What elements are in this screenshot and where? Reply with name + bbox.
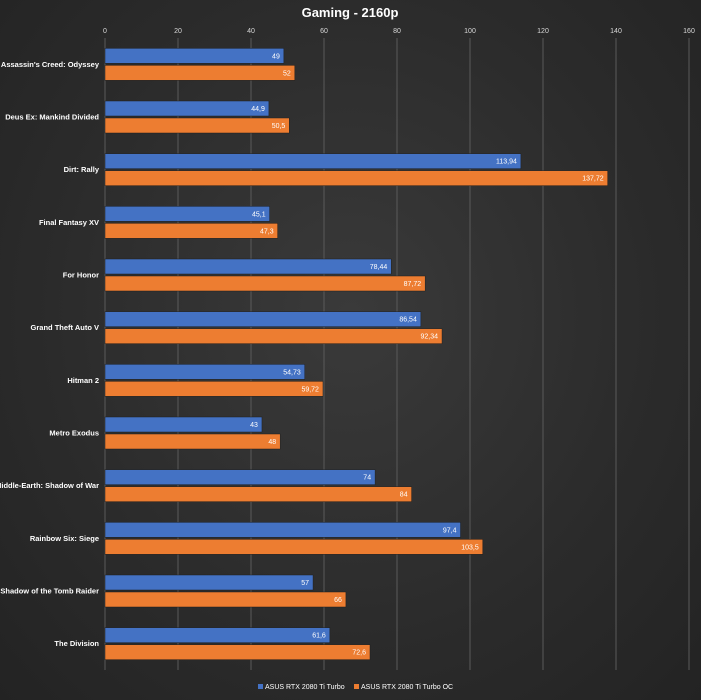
data-label-series-2: 66 — [334, 597, 342, 604]
category-label: Grand Theft Auto V — [31, 323, 99, 332]
x-tick-label: 100 — [464, 28, 476, 35]
bar-series-2 — [104, 275, 426, 292]
bar-series-1 — [104, 258, 392, 275]
bar-series-1 — [104, 48, 285, 64]
data-label-series-1: 57 — [301, 580, 309, 587]
legend-label-series-1: ASUS RTX 2080 Ti Turbo — [265, 684, 345, 691]
data-label-series-1: 43 — [250, 422, 258, 429]
data-label-series-1: 113,94 — [496, 159, 517, 166]
category-label: Metro Exodus — [49, 429, 99, 438]
data-label-series-2: 103,5 — [461, 544, 479, 551]
bar-series-2 — [104, 591, 347, 608]
bar-series-2 — [104, 433, 281, 450]
data-label-series-2: 47,3 — [260, 228, 274, 235]
bar-series-1 — [104, 206, 270, 222]
bar-series-2 — [104, 328, 443, 344]
legend-label-series-2: ASUS RTX 2080 Ti Turbo OC — [361, 684, 453, 691]
legend-swatch-series-2 — [354, 684, 359, 689]
x-tick-label: 80 — [393, 28, 401, 35]
data-label-series-1: 61,6 — [312, 633, 326, 640]
bar-series-1 — [104, 574, 314, 591]
category-label: Middle-Earth: Shadow of War — [0, 481, 99, 490]
data-label-series-2: 92,34 — [421, 334, 439, 341]
category-label: The Division — [54, 639, 99, 648]
data-label-series-2: 72,6 — [352, 650, 366, 657]
bar-series-2 — [104, 381, 324, 397]
data-label-series-2: 137,72 — [582, 176, 604, 183]
bar-series-1 — [104, 100, 270, 117]
bar-series-2 — [104, 486, 412, 502]
x-tick-label: 160 — [683, 28, 695, 35]
data-label-series-1: 97,4 — [443, 527, 457, 534]
data-label-series-1: 86,54 — [399, 317, 417, 324]
x-tick-label: 140 — [610, 28, 622, 35]
bar-series-1 — [104, 416, 263, 433]
data-label-series-2: 48 — [268, 439, 276, 446]
data-label-series-1: 49 — [272, 53, 280, 60]
chart-title: Gaming - 2160p — [302, 5, 399, 20]
bar-series-1 — [104, 627, 331, 643]
data-label-series-2: 84 — [400, 492, 408, 499]
category-label: Dirt: Rally — [64, 165, 100, 174]
category-label: Shadow of the Tomb Raider — [0, 587, 99, 596]
x-tick-label: 60 — [320, 28, 328, 35]
bar-series-1 — [104, 522, 461, 538]
category-label: For Honor — [63, 271, 99, 280]
x-tick-label: 120 — [537, 28, 549, 35]
category-label: Final Fantasy XV — [39, 218, 99, 227]
data-label-series-1: 74 — [363, 475, 371, 482]
x-tick-label: 40 — [247, 28, 255, 35]
bar-series-2 — [104, 539, 484, 555]
bar-series-1 — [104, 311, 422, 327]
data-label-series-2: 87,72 — [404, 281, 422, 288]
bar-series-2 — [104, 117, 290, 134]
grid-lines — [104, 38, 690, 670]
category-labels: Assassin's Creed: Odyssey Deus Ex: Mankin… — [0, 60, 100, 648]
category-label: Hitman 2 — [67, 376, 99, 385]
data-label-series-1: 45,1 — [252, 211, 266, 218]
bar-series-2 — [104, 223, 278, 239]
legend: ASUS RTX 2080 Ti Turbo ASUS RTX 2080 Ti … — [258, 684, 453, 691]
x-tick-label: 20 — [174, 28, 182, 35]
legend-swatch-series-1 — [258, 684, 263, 689]
bar-series-2 — [104, 170, 608, 186]
data-label-series-1: 54,73 — [283, 369, 301, 376]
data-label-series-2: 50,5 — [272, 123, 286, 130]
data-label-series-1: 78,44 — [370, 264, 388, 271]
bar-series-2 — [104, 65, 296, 81]
x-axis-ticks: 0 20 40 60 80 100 120 140 160 — [103, 28, 695, 35]
category-label: Deus Ex: Mankind Divided — [5, 113, 99, 122]
x-tick-label: 0 — [103, 28, 107, 35]
bar-series-1 — [104, 469, 376, 485]
bar-series-1 — [104, 153, 522, 169]
bars: 49 52 44,9 50,5 113,94 137,72 45,1 47,3 78,44 87,… — [104, 48, 608, 660]
data-label-series-2: 52 — [283, 70, 291, 77]
category-label: Rainbow Six: Siege — [30, 534, 99, 543]
category-label: Assassin's Creed: Odyssey — [1, 60, 100, 69]
bar-series-1 — [104, 364, 306, 380]
data-label-series-2: 59,72 — [301, 386, 319, 393]
bar-series-2 — [104, 644, 371, 660]
data-label-series-1: 44,9 — [251, 106, 265, 113]
